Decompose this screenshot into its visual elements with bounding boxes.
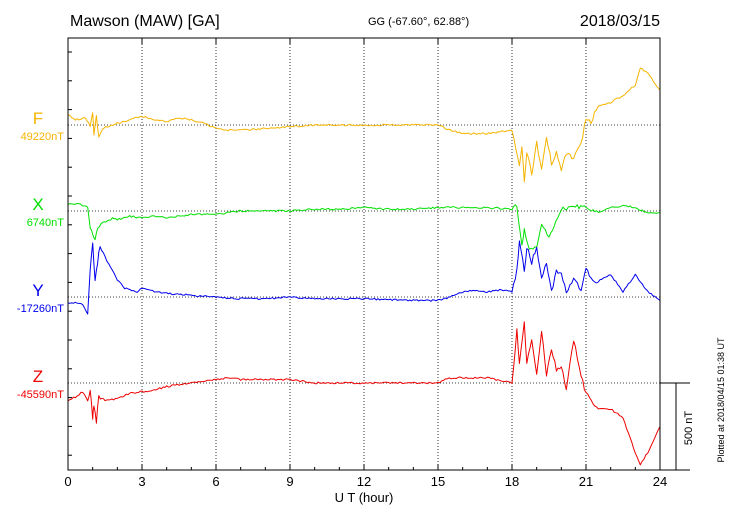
x-axis-label: U T (hour) <box>335 490 394 505</box>
x-tick-label: 9 <box>286 474 293 489</box>
chart-grid <box>68 38 660 470</box>
x-tick-label: 12 <box>357 474 371 489</box>
component-labels: F 49220nT X 6740nT Y -17260nT Z -45590nT <box>17 109 64 401</box>
series-x-line <box>67 203 660 250</box>
plot-frame <box>67 37 661 471</box>
x-tick-label: 18 <box>505 474 519 489</box>
series-f-baseline: 49220nT <box>21 131 65 143</box>
x-tick-label: 3 <box>138 474 145 489</box>
series-f-line <box>67 67 661 183</box>
scale-bar: 500 nT <box>660 382 695 471</box>
x-tick-label: 15 <box>431 474 445 489</box>
station-title: Mawson (MAW) [GA] <box>70 13 220 30</box>
series-z-baseline: -45590nT <box>17 389 64 401</box>
date-label: 2018/03/15 <box>580 13 660 30</box>
scale-bar-label: 500 nT <box>683 411 695 446</box>
x-tick-label: 0 <box>64 474 71 489</box>
x-axis-ticks: 0 3 6 9 12 15 18 21 24 <box>64 38 667 489</box>
x-tick-label: 24 <box>653 474 667 489</box>
series-y-label: Y <box>32 281 43 300</box>
series-x-label: X <box>32 195 43 214</box>
coordinates-label: GG (-67.60°, 62.88°) <box>368 16 469 28</box>
series-y-line <box>67 240 661 315</box>
series-y-baseline: -17260nT <box>17 303 64 315</box>
series-f-label: F <box>33 109 43 128</box>
plotted-at-note: Plotted at 2018/04/15 01:38 UT <box>716 337 726 463</box>
x-tick-label: 21 <box>579 474 593 489</box>
chart-traces <box>67 67 661 466</box>
series-z-line <box>67 321 661 466</box>
x-tick-label: 6 <box>212 474 219 489</box>
series-z-label: Z <box>33 367 43 386</box>
series-x-baseline: 6740nT <box>27 217 65 229</box>
